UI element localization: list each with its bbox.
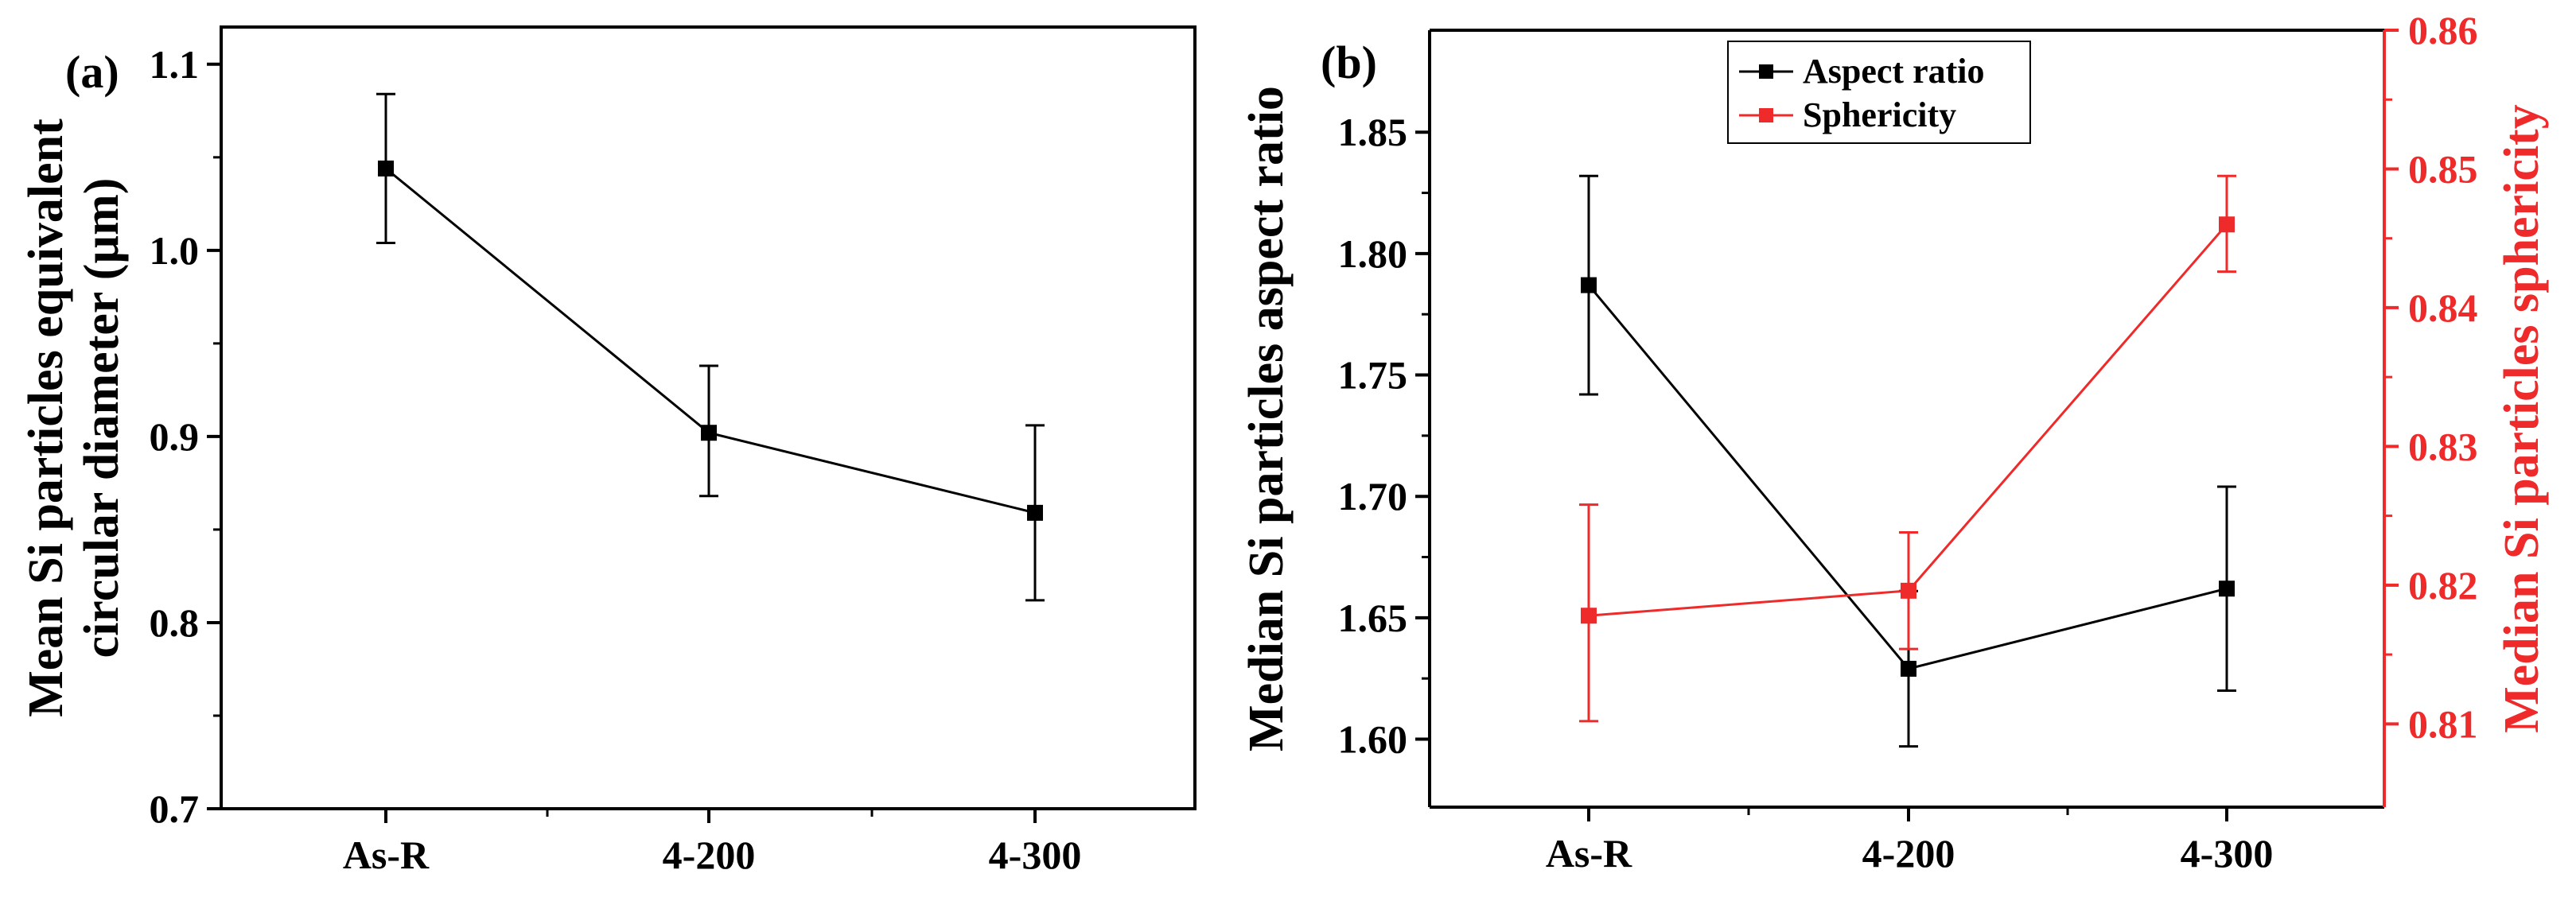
diameter-data-point [378, 160, 394, 177]
legend-marker [1759, 64, 1773, 79]
left-tick-label: 1.60 [1338, 717, 1408, 762]
right-tick-label: 0.86 [2408, 8, 2478, 52]
sphericity-data-point [2219, 216, 2235, 233]
panel-a-chart: 0.7 0.8 0.9 1.0 1.1 As-R 4-200 4-300 (a) Mean Si … [19, 25, 1197, 877]
x-tick-label: 4-200 [1862, 831, 1955, 876]
panel-label: (a) [65, 46, 119, 98]
y-tick-label: 1.1 [150, 42, 200, 87]
legend-label: Aspect ratio [1803, 52, 1985, 91]
diameter-series-line [385, 167, 1036, 515]
right-tick-label: 0.81 [2408, 701, 2478, 746]
legend: Aspect ratio Sphericity [1727, 41, 2031, 144]
panel-label: (b) [1321, 37, 1377, 88]
right-tick-label: 0.84 [2408, 285, 2478, 330]
left-axis-title: Median Si particles aspect ratio [1239, 86, 1294, 751]
y-tick-label: 0.7 [150, 786, 200, 831]
y-tick-label: 0.9 [150, 414, 200, 459]
y-axis-title-line2: circular diameter (µm) [75, 178, 129, 658]
left-tick-label: 1.70 [1338, 474, 1408, 518]
sphericity-data-point [1581, 608, 1597, 624]
diameter-data-point [1027, 504, 1043, 521]
y-tick-label: 1.0 [150, 228, 200, 273]
left-tick-label: 1.85 [1338, 110, 1408, 154]
diameter-data-point [701, 425, 717, 441]
legend-label: Sphericity [1803, 95, 1956, 134]
right-tick-label: 0.83 [2408, 424, 2478, 468]
left-tick-label: 1.75 [1338, 353, 1408, 398]
y-axis-title-line1: Mean Si particles equivalent [19, 118, 73, 717]
panel-b-chart: 1.60 1.65 1.70 1.75 1.80 1.85 0.81 0.82 0.83 0.84… [1239, 8, 2549, 876]
aspect-ratio-data-point [1901, 660, 1916, 677]
x-tick-label: 4-200 [663, 833, 756, 877]
y-tick-label: 0.8 [150, 600, 200, 645]
legend-box [1727, 41, 2031, 144]
aspect-ratio-data-point [1581, 277, 1597, 293]
right-axis-title: Median Si particles sphericity [2495, 104, 2549, 732]
x-tick-label: 4-300 [989, 833, 1082, 877]
aspect-ratio-data-point [2219, 581, 2235, 597]
right-tick-label: 0.82 [2408, 563, 2478, 608]
right-tick-label: 0.85 [2408, 146, 2478, 191]
left-tick-label: 1.80 [1338, 231, 1408, 276]
x-tick-label: As-R [1546, 831, 1632, 876]
x-tick-label: 4-300 [2181, 831, 2274, 876]
legend-marker [1759, 108, 1773, 122]
left-tick-label: 1.65 [1338, 596, 1408, 640]
sphericity-data-point [1901, 582, 1916, 599]
x-tick-label: As-R [343, 833, 430, 877]
